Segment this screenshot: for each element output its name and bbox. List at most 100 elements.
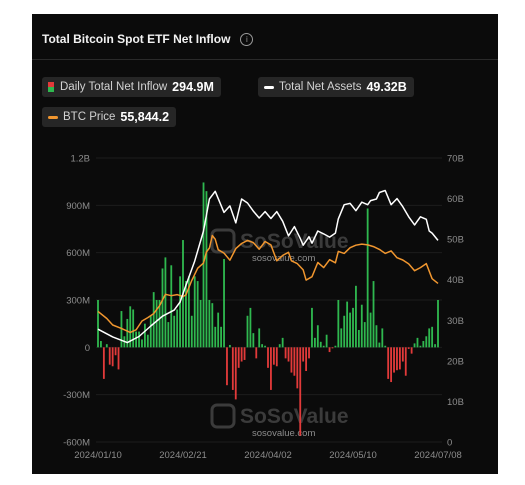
inflow-bar <box>176 309 179 348</box>
inflow-bar <box>170 265 173 348</box>
inflow-bar <box>293 347 296 376</box>
inflow-bar <box>108 347 111 365</box>
info-icon[interactable]: i <box>240 32 254 46</box>
inflow-bar <box>267 347 269 368</box>
inflow-bar <box>434 344 436 348</box>
inflow-bar <box>422 341 425 348</box>
left-axis-tick-label: 600M <box>66 248 90 259</box>
inflow-bar <box>401 347 404 362</box>
inflow-bar <box>226 347 228 386</box>
inflow-bar <box>328 347 331 353</box>
btc-price-line <box>97 234 439 334</box>
inflow-bar <box>275 347 278 367</box>
inflow-bar <box>340 328 343 348</box>
inflow-bar <box>185 281 187 348</box>
inflow-bar <box>381 328 384 348</box>
left-axis-tick-label: 0 <box>85 343 90 354</box>
inflow-bar <box>141 339 143 348</box>
inflow-bar <box>396 347 398 371</box>
legend-value: 55,844.2 <box>120 110 170 124</box>
inflow-bar <box>428 328 431 348</box>
inflow-bar <box>416 337 419 348</box>
legend-item-btc-price[interactable]: BTC Price 55,844.2 <box>42 107 177 127</box>
inflow-bar <box>179 276 181 348</box>
inflow-bar <box>228 344 231 348</box>
right-axis-tick-label: 50B <box>447 235 464 246</box>
inflow-bar <box>208 300 211 348</box>
legend-item-daily-inflow[interactable]: Daily Total Net Inflow 294.9M <box>42 77 221 97</box>
legend-label: Total Net Assets <box>279 81 362 93</box>
watermark-url: sosovalue.com <box>252 428 315 439</box>
inflow-bar <box>299 347 302 436</box>
inflow-bar <box>346 301 349 348</box>
watermark-text: SoSoValue <box>240 230 349 253</box>
inflow-bar <box>331 347 334 349</box>
left-axis-tick-label: 900M <box>66 201 90 212</box>
bar-swatch-icon <box>48 82 54 92</box>
inflow-bar <box>302 347 305 362</box>
inflow-bars <box>97 182 439 436</box>
left-axis-tick-label: 1.2B <box>70 154 90 165</box>
legend-item-net-assets[interactable]: Total Net Assets 49.32B <box>258 77 414 97</box>
x-axis-tick-label: 2024/02/21 <box>159 450 207 461</box>
inflow-bar <box>102 347 105 379</box>
inflow-bar <box>387 347 390 379</box>
inflow-bar <box>319 341 322 348</box>
inflow-bar <box>240 347 243 362</box>
inflow-bar <box>135 331 138 348</box>
line-swatch-icon <box>264 85 274 89</box>
inflow-bar <box>132 309 135 348</box>
inflow-bar <box>167 322 170 348</box>
right-axis-tick-label: 30B <box>447 316 464 327</box>
inflow-bar <box>202 182 205 348</box>
logo-icon <box>210 403 236 429</box>
inflow-bar <box>431 326 434 348</box>
right-axis-tick-label: 20B <box>447 356 464 367</box>
inflow-bar <box>149 315 152 348</box>
inflow-bar <box>308 347 310 359</box>
chart-plot: SoSoValuesosovalue.comSoSoValuesosovalue… <box>63 154 464 462</box>
inflow-bar <box>343 315 346 348</box>
inflow-bar <box>369 312 372 348</box>
inflow-bar <box>404 347 407 376</box>
x-axis-tick-label: 2024/04/02 <box>244 450 292 461</box>
inflow-bar <box>243 347 246 360</box>
axis-labels: 1.2B 900M 600M 300M 0 -300M -600M 70B 60B 50B 40B 3… <box>63 154 464 462</box>
inflow-bar <box>100 341 102 348</box>
inflow-bar <box>296 347 299 389</box>
inflow-bar <box>158 300 161 348</box>
right-axis-tick-label: 70B <box>447 154 464 165</box>
inflow-bar <box>419 345 422 348</box>
inflow-bar <box>252 333 255 348</box>
inflow-bar <box>278 344 281 348</box>
inflow-bar <box>398 347 401 370</box>
inflow-bar <box>355 285 357 348</box>
right-axis-tick-label: 10B <box>447 397 464 408</box>
inflow-bar <box>425 336 428 348</box>
inflow-bar <box>337 300 340 348</box>
x-axis-tick-label: 2024/01/10 <box>74 450 122 461</box>
inflow-bar <box>97 300 99 348</box>
line-swatch-icon <box>48 115 58 119</box>
inflow-bar <box>237 347 240 368</box>
left-axis-tick-label: 300M <box>66 296 90 307</box>
inflow-bar <box>334 345 337 348</box>
right-axis-tick-label: 40B <box>447 275 464 286</box>
inflow-bar <box>325 334 328 348</box>
inflow-bar <box>372 281 375 348</box>
inflow-bar <box>211 303 214 348</box>
inflow-bar <box>199 300 202 348</box>
inflow-bar <box>249 307 252 348</box>
watermarks: SoSoValuesosovalue.comSoSoValuesosovalue… <box>210 228 349 439</box>
inflow-bar <box>311 307 313 348</box>
inflow-bar <box>255 347 258 359</box>
inflow-bar <box>217 312 220 348</box>
inflow-bar <box>161 268 164 348</box>
right-axis-tick-label: 60B <box>447 194 464 205</box>
left-axis-tick-label: -600M <box>63 438 90 449</box>
legend-label: Daily Total Net Inflow <box>60 81 168 93</box>
inflow-bar <box>384 345 387 348</box>
inflow-bar <box>272 347 275 365</box>
